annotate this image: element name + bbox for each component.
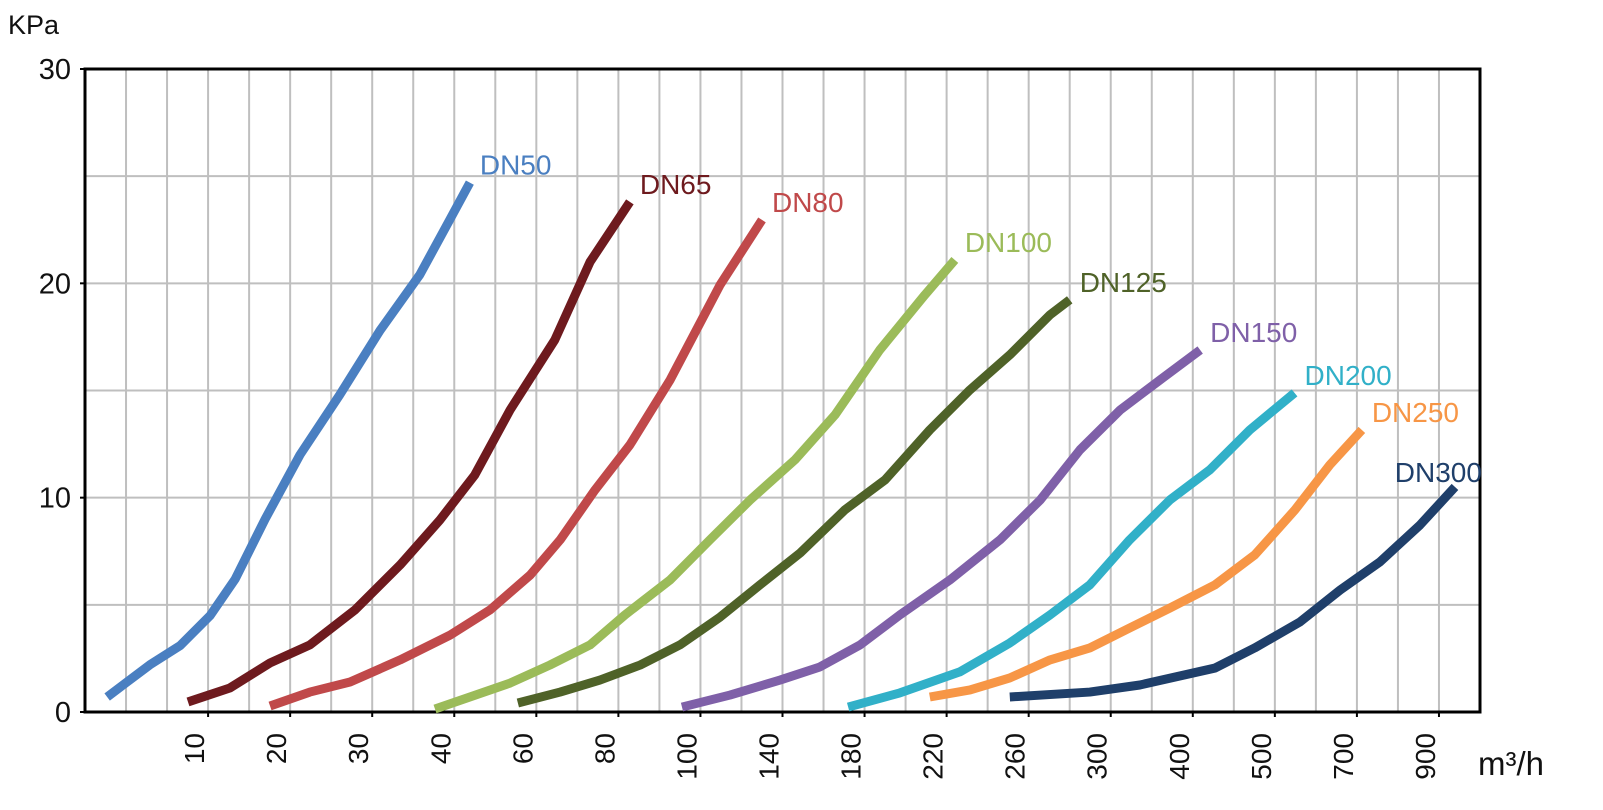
series-line — [516, 296, 1073, 708]
series-line — [186, 199, 634, 707]
series-line — [1009, 483, 1459, 702]
series-label: DN150 — [1210, 317, 1297, 348]
x-tick-label: 80 — [589, 733, 620, 764]
x-tick-label: 180 — [836, 733, 867, 780]
x-tick-label: 30 — [343, 733, 374, 764]
x-tick-label: 700 — [1328, 733, 1359, 780]
series-label: DN100 — [965, 227, 1052, 258]
x-tick-label: 40 — [425, 733, 456, 764]
series-line — [846, 389, 1298, 712]
x-tick-label: 100 — [671, 733, 702, 780]
series-label: DN250 — [1372, 397, 1459, 428]
y-tick-label: 0 — [55, 697, 71, 729]
y-tick-label: 30 — [39, 54, 71, 86]
series-line — [929, 426, 1366, 702]
y-tick-label: 20 — [39, 268, 71, 300]
series-label: DN300 — [1395, 457, 1482, 488]
series-label: DN50 — [480, 150, 552, 181]
x-tick-label: 260 — [1000, 733, 1031, 780]
x-tick-label: 10 — [179, 733, 210, 764]
series-label: DN200 — [1305, 360, 1392, 391]
series-label: DN80 — [772, 187, 844, 218]
series-label: DN65 — [640, 169, 712, 200]
y-tick-label: 10 — [39, 483, 71, 515]
series-line — [268, 217, 766, 711]
plot-frame — [83, 67, 1482, 714]
x-tick-label: 140 — [754, 733, 785, 780]
x-tick-label: 500 — [1246, 733, 1277, 780]
series-line — [433, 257, 959, 714]
series-line — [104, 180, 474, 701]
x-tick-label: 400 — [1164, 733, 1195, 780]
x-tick-label: 60 — [507, 733, 538, 764]
x-tick-label: 300 — [1082, 733, 1113, 780]
y-axis-label: KPa — [8, 10, 60, 40]
x-tick-label: 900 — [1410, 733, 1441, 780]
series-line — [680, 346, 1203, 712]
x-tick-label: 220 — [918, 733, 949, 780]
series-label: DN125 — [1080, 267, 1167, 298]
x-tick-label: 20 — [261, 733, 292, 764]
x-axis-label: m³/h — [1478, 745, 1544, 782]
